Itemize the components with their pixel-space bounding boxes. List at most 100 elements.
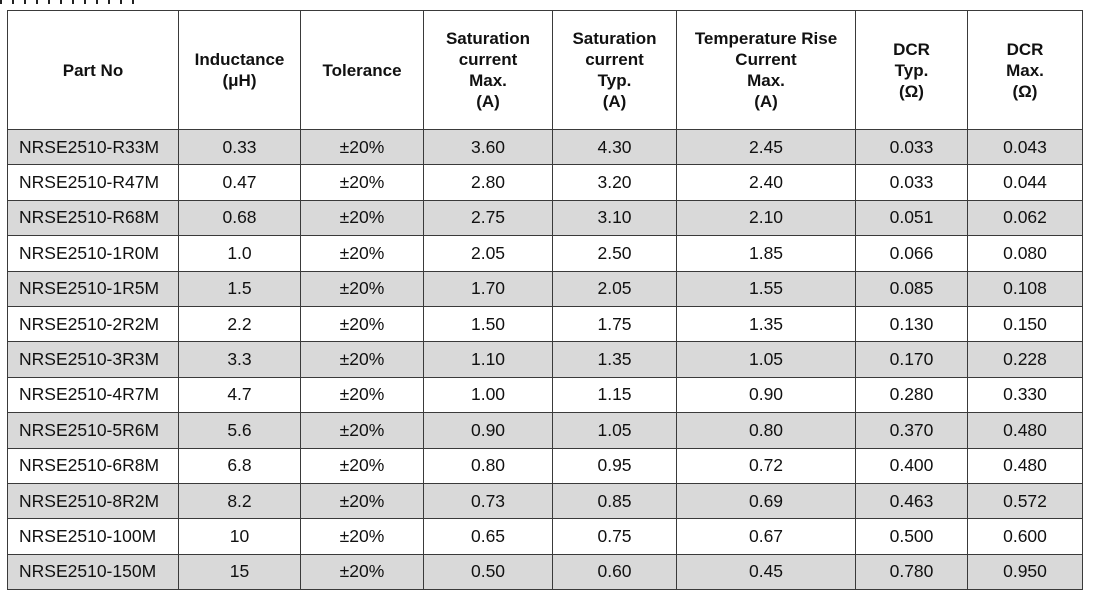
cell-dcr-typ: 0.780 bbox=[855, 553, 968, 591]
cell-part-no: NRSE2510-1R5M bbox=[7, 270, 179, 307]
cell-inductance: 8.2 bbox=[178, 482, 301, 520]
header-inductance: Inductance (μH) bbox=[178, 10, 301, 130]
cell-dcr-max: 0.330 bbox=[967, 376, 1083, 414]
cell-dcr-typ: 0.500 bbox=[855, 518, 968, 555]
cell-saturation-max: 2.75 bbox=[423, 199, 553, 237]
table-row: NRSE2510-4R7M 4.7 ±20% 1.00 1.15 0.90 0.280 0.3… bbox=[7, 376, 1083, 414]
cell-inductance: 10 bbox=[178, 518, 301, 555]
cell-temp-rise-max: 0.90 bbox=[676, 376, 856, 414]
cell-inductance: 5.6 bbox=[178, 412, 301, 449]
header-temperature-rise-current-max: Temperature Rise Current Max. (A) bbox=[676, 10, 856, 130]
cell-inductance: 0.68 bbox=[178, 199, 301, 237]
cell-part-no: NRSE2510-1R0M bbox=[7, 235, 179, 272]
cell-saturation-max: 1.50 bbox=[423, 305, 553, 343]
table-body: NRSE2510-R33M 0.33 ±20% 3.60 4.30 2.45 0.033 0.… bbox=[7, 128, 1083, 591]
cell-tolerance: ±20% bbox=[300, 235, 424, 272]
cell-tolerance: ±20% bbox=[300, 518, 424, 555]
cell-part-no: NRSE2510-150M bbox=[7, 553, 179, 591]
cell-tolerance: ±20% bbox=[300, 270, 424, 307]
header-saturation-current-typ: Saturation current Typ. (A) bbox=[552, 10, 677, 130]
table-row: NRSE2510-R68M 0.68 ±20% 2.75 3.10 2.10 0.051 0.… bbox=[7, 199, 1083, 237]
cell-dcr-max: 0.600 bbox=[967, 518, 1083, 555]
cell-dcr-max: 0.062 bbox=[967, 199, 1083, 237]
cell-dcr-typ: 0.130 bbox=[855, 305, 968, 343]
cell-temp-rise-max: 0.45 bbox=[676, 553, 856, 591]
cell-dcr-max: 0.950 bbox=[967, 553, 1083, 591]
cell-saturation-typ: 3.10 bbox=[552, 199, 677, 237]
header-part-no: Part No bbox=[7, 10, 179, 130]
cell-tolerance: ±20% bbox=[300, 553, 424, 591]
cell-inductance: 3.3 bbox=[178, 341, 301, 378]
cell-dcr-typ: 0.280 bbox=[855, 376, 968, 414]
cell-inductance: 15 bbox=[178, 553, 301, 591]
cell-temp-rise-max: 1.35 bbox=[676, 305, 856, 343]
table-row: NRSE2510-R47M 0.47 ±20% 2.80 3.20 2.40 0.033 0.… bbox=[7, 164, 1083, 201]
cell-temp-rise-max: 0.72 bbox=[676, 447, 856, 484]
cell-temp-rise-max: 1.05 bbox=[676, 341, 856, 378]
cell-temp-rise-max: 2.45 bbox=[676, 128, 856, 166]
cell-saturation-typ: 2.05 bbox=[552, 270, 677, 307]
table-row: NRSE2510-100M 10 ±20% 0.65 0.75 0.67 0.500 0.60… bbox=[7, 518, 1083, 555]
cell-temp-rise-max: 0.80 bbox=[676, 412, 856, 449]
cell-inductance: 2.2 bbox=[178, 305, 301, 343]
cell-dcr-max: 0.572 bbox=[967, 482, 1083, 520]
cell-part-no: NRSE2510-6R8M bbox=[7, 447, 179, 484]
cell-saturation-typ: 1.75 bbox=[552, 305, 677, 343]
cell-dcr-typ: 0.170 bbox=[855, 341, 968, 378]
cell-dcr-max: 0.080 bbox=[967, 235, 1083, 272]
cell-tolerance: ±20% bbox=[300, 341, 424, 378]
table-row: NRSE2510-6R8M 6.8 ±20% 0.80 0.95 0.72 0.400 0.4… bbox=[7, 447, 1083, 484]
cell-inductance: 6.8 bbox=[178, 447, 301, 484]
table-row: NRSE2510-150M 15 ±20% 0.50 0.60 0.45 0.780 0.95… bbox=[7, 553, 1083, 591]
cell-saturation-typ: 0.95 bbox=[552, 447, 677, 484]
cell-part-no: NRSE2510-2R2M bbox=[7, 305, 179, 343]
cell-dcr-max: 0.043 bbox=[967, 128, 1083, 166]
cell-part-no: NRSE2510-4R7M bbox=[7, 376, 179, 414]
cell-saturation-max: 0.65 bbox=[423, 518, 553, 555]
cell-part-no: NRSE2510-R68M bbox=[7, 199, 179, 237]
cell-saturation-typ: 0.75 bbox=[552, 518, 677, 555]
cell-inductance: 0.47 bbox=[178, 164, 301, 201]
table-row: NRSE2510-2R2M 2.2 ±20% 1.50 1.75 1.35 0.130 0.1… bbox=[7, 305, 1083, 343]
table-row: NRSE2510-1R5M 1.5 ±20% 1.70 2.05 1.55 0.085 0.1… bbox=[7, 270, 1083, 307]
cell-temp-rise-max: 1.85 bbox=[676, 235, 856, 272]
cell-dcr-typ: 0.085 bbox=[855, 270, 968, 307]
header-tolerance: Tolerance bbox=[300, 10, 424, 130]
cell-saturation-max: 3.60 bbox=[423, 128, 553, 166]
header-row: Part No Inductance (μH) Tolerance Satura… bbox=[7, 10, 1083, 130]
cell-dcr-typ: 0.033 bbox=[855, 128, 968, 166]
cell-dcr-typ: 0.033 bbox=[855, 164, 968, 201]
cell-part-no: NRSE2510-R33M bbox=[7, 128, 179, 166]
table-row: NRSE2510-3R3M 3.3 ±20% 1.10 1.35 1.05 0.170 0.2… bbox=[7, 341, 1083, 378]
cell-temp-rise-max: 2.10 bbox=[676, 199, 856, 237]
cell-dcr-max: 0.480 bbox=[967, 447, 1083, 484]
header-dcr-typ: DCR Typ. (Ω) bbox=[855, 10, 968, 130]
cell-saturation-max: 0.80 bbox=[423, 447, 553, 484]
cell-saturation-max: 1.70 bbox=[423, 270, 553, 307]
cell-saturation-typ: 1.05 bbox=[552, 412, 677, 449]
cell-saturation-max: 0.50 bbox=[423, 553, 553, 591]
cell-dcr-max: 0.480 bbox=[967, 412, 1083, 449]
cell-saturation-typ: 2.50 bbox=[552, 235, 677, 272]
cell-temp-rise-max: 2.40 bbox=[676, 164, 856, 201]
cell-inductance: 4.7 bbox=[178, 376, 301, 414]
cell-inductance: 1.0 bbox=[178, 235, 301, 272]
cell-part-no: NRSE2510-R47M bbox=[7, 164, 179, 201]
cell-tolerance: ±20% bbox=[300, 482, 424, 520]
cell-dcr-typ: 0.051 bbox=[855, 199, 968, 237]
cell-part-no: NRSE2510-100M bbox=[7, 518, 179, 555]
cell-saturation-max: 2.80 bbox=[423, 164, 553, 201]
cell-saturation-max: 1.10 bbox=[423, 341, 553, 378]
cell-temp-rise-max: 0.69 bbox=[676, 482, 856, 520]
cell-dcr-typ: 0.400 bbox=[855, 447, 968, 484]
cell-dcr-max: 0.150 bbox=[967, 305, 1083, 343]
cell-dcr-typ: 0.463 bbox=[855, 482, 968, 520]
table-row: NRSE2510-R33M 0.33 ±20% 3.60 4.30 2.45 0.033 0.… bbox=[7, 128, 1083, 166]
cell-inductance: 1.5 bbox=[178, 270, 301, 307]
cell-tolerance: ±20% bbox=[300, 305, 424, 343]
cell-saturation-typ: 1.35 bbox=[552, 341, 677, 378]
cell-saturation-typ: 4.30 bbox=[552, 128, 677, 166]
cell-temp-rise-max: 0.67 bbox=[676, 518, 856, 555]
cell-temp-rise-max: 1.55 bbox=[676, 270, 856, 307]
cell-saturation-typ: 1.15 bbox=[552, 376, 677, 414]
